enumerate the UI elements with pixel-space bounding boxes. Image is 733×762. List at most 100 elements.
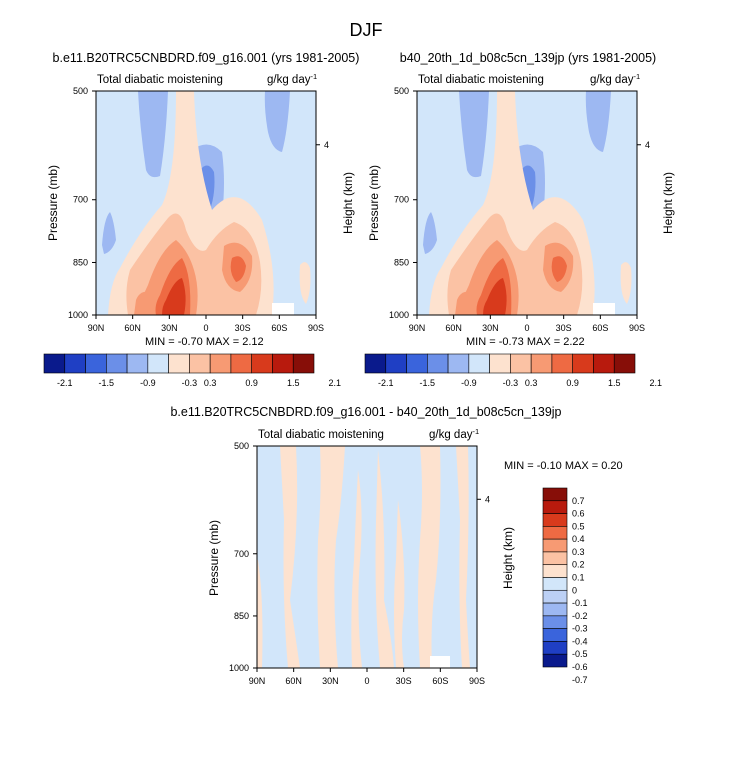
x-tick-label: 30S xyxy=(396,676,412,686)
panel-1: b.e11.B20TRC5CNBDRD.f09_g16.001 (yrs 198… xyxy=(43,51,360,388)
colorbar-swatch xyxy=(542,551,568,566)
panel-3-y2ticks: 4 xyxy=(477,494,490,504)
colorbar-swatch xyxy=(251,353,273,374)
y2-tick-label: 4 xyxy=(324,140,329,150)
figure-title: DJF xyxy=(350,20,383,40)
colorbar-swatch xyxy=(43,353,66,374)
y-tick-label: 1000 xyxy=(389,310,409,320)
colorbar-swatch xyxy=(489,353,511,374)
colorbar-swatch xyxy=(542,500,568,514)
panel-3-title: b.e11.B20TRC5CNBDRD.f09_g16.001 - b40_20… xyxy=(170,405,561,419)
colorbar-swatch xyxy=(542,526,568,540)
panel-3-stats: MIN = -0.10 MAX = 0.20 xyxy=(504,460,623,472)
colorbar-swatch xyxy=(147,353,169,374)
colorbar-swatch xyxy=(209,353,232,374)
colorbar-swatch xyxy=(530,353,553,374)
y2-tick-label: 4 xyxy=(645,140,650,150)
colorbar-swatch xyxy=(551,353,573,374)
panel-1-units: g/kg day-1 xyxy=(267,72,317,86)
colorbar-label: 0.2 xyxy=(572,560,585,570)
x-tick-label: 30S xyxy=(556,323,572,333)
colorbar-label: 0.5 xyxy=(572,521,585,531)
panel-1-y2ticks: 4 xyxy=(316,140,329,150)
colorbar-swatch xyxy=(542,602,568,617)
panel-3-colorbar: 0.7 0.6 0.5 0.4 0.3 0.2 0.1 0 -0.1 -0.2 -0.3 -0.4 -0… xyxy=(542,487,588,685)
panel-3: b.e11.B20TRC5CNBDRD.f09_g16.001 - b40_20… xyxy=(170,405,622,686)
colorbar-swatch xyxy=(168,353,190,374)
panel-1-ylabel: Pressure (mb) xyxy=(46,165,60,241)
colorbar-label: 0.3 xyxy=(572,547,585,557)
y2-tick-label: 4 xyxy=(485,494,490,504)
colorbar-swatch xyxy=(447,353,470,374)
y-tick-label: 500 xyxy=(234,441,249,451)
colorbar-label: -2.1 xyxy=(378,378,394,388)
x-tick-label: 0 xyxy=(524,323,529,333)
colorbar-label: 0.1 xyxy=(572,573,585,583)
x-tick-label: 90S xyxy=(469,676,485,686)
colorbar-label: -0.3 xyxy=(572,624,588,634)
colorbar-label: -0.1 xyxy=(572,598,588,608)
colorbar-swatch xyxy=(189,353,211,374)
colorbar-swatch xyxy=(385,353,407,374)
panel-2-field xyxy=(417,91,637,315)
colorbar-label: 0.3 xyxy=(204,378,217,388)
x-tick-label: 60N xyxy=(124,323,141,333)
colorbar-swatch xyxy=(542,513,568,527)
panel-1-field xyxy=(96,91,316,315)
x-tick-label: 90N xyxy=(88,323,105,333)
panel-2-title: b40_20th_1d_b08c5cn_139jp (yrs 1981-2005… xyxy=(400,51,656,65)
colorbar-label: 0.7 xyxy=(572,496,585,506)
colorbar-swatch xyxy=(542,628,568,642)
colorbar-label: -1.5 xyxy=(99,378,115,388)
y-tick-label: 850 xyxy=(73,257,88,267)
colorbar-label: 1.5 xyxy=(608,378,621,388)
x-tick-label: 60S xyxy=(271,323,287,333)
panel-3-yticks: 500 700 850 1000 xyxy=(229,441,257,673)
panel-1-left-label: Total diabatic moistening xyxy=(97,74,223,86)
colorbar-swatch xyxy=(542,487,568,502)
panel-3-xticks: 90N 60N 30N 0 30S 60S 90S xyxy=(249,668,485,686)
colorbar-label: 0.3 xyxy=(525,378,538,388)
colorbar-label: -0.7 xyxy=(572,675,588,685)
colorbar-swatch xyxy=(613,353,636,374)
panel-1-title: b.e11.B20TRC5CNBDRD.f09_g16.001 (yrs 198… xyxy=(53,51,360,65)
colorbar-swatch xyxy=(542,589,568,604)
panel-2-yticks: 500 700 850 1000 xyxy=(389,86,417,320)
x-tick-label: 30N xyxy=(161,323,178,333)
colorbar-label: 0.4 xyxy=(572,534,585,544)
colorbar-swatch xyxy=(510,353,532,374)
panel-3-left-label: Total diabatic moistening xyxy=(258,429,384,441)
colorbar-label: -0.9 xyxy=(140,378,156,388)
y-tick-label: 500 xyxy=(394,86,409,96)
x-tick-label: 90S xyxy=(308,323,324,333)
y-tick-label: 850 xyxy=(394,257,409,267)
colorbar-swatch xyxy=(406,353,428,374)
x-tick-label: 0 xyxy=(364,676,369,686)
colorbar-swatch xyxy=(64,353,86,374)
x-tick-label: 60S xyxy=(432,676,448,686)
x-tick-label: 90S xyxy=(629,323,645,333)
colorbar-label: -0.3 xyxy=(503,378,519,388)
colorbar-label: 2.1 xyxy=(650,378,663,388)
colorbar-label: -0.4 xyxy=(572,636,588,646)
colorbar-swatch xyxy=(572,353,594,374)
x-tick-label: 0 xyxy=(203,323,208,333)
panel-1-colorbar: -2.1 -1.5 -0.9 -0.3 0.3 0.9 1.5 2.1 xyxy=(43,353,341,388)
colorbar-swatch xyxy=(468,353,490,374)
y-tick-label: 700 xyxy=(73,195,88,205)
y-tick-label: 850 xyxy=(234,611,249,621)
colorbar-swatch xyxy=(593,353,615,374)
panel-2-xticks: 90N 60N 30N 0 30S 60S 90S xyxy=(409,315,645,333)
x-tick-label: 90N xyxy=(409,323,426,333)
colorbar-label: 0.9 xyxy=(245,378,258,388)
panel-1-xticks: 90N 60N 30N 0 30S 60S 90S xyxy=(88,315,324,333)
colorbar-swatch xyxy=(427,353,449,374)
colorbar-label: -0.5 xyxy=(572,649,588,659)
colorbar-swatch xyxy=(542,653,568,668)
panel-2-stats: MIN = -0.73 MAX = 2.22 xyxy=(466,336,585,348)
colorbar-label: 1.5 xyxy=(287,378,300,388)
x-tick-label: 90N xyxy=(249,676,266,686)
panel-1-yticks: 500 700 850 1000 xyxy=(68,86,96,320)
x-tick-label: 60S xyxy=(592,323,608,333)
